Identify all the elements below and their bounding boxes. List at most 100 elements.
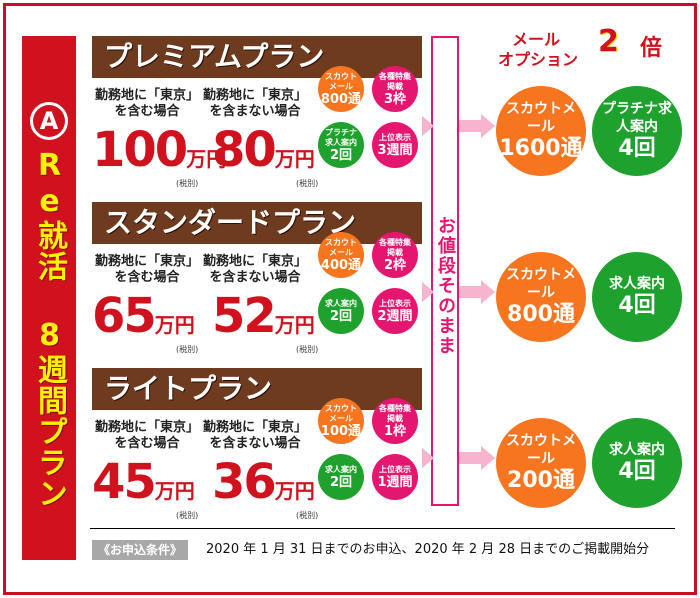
option-value: 4回 bbox=[618, 293, 656, 318]
feature-value: 3週間 bbox=[377, 142, 413, 158]
tax-note: (税別) bbox=[296, 345, 319, 354]
option-circle: 求人案内 4回 bbox=[592, 252, 682, 342]
arrow-icon bbox=[422, 281, 434, 303]
condition-tokyo: 勤務地に「東京」を含む場合 bbox=[94, 254, 199, 285]
feature-circle: 求人案内 2回 bbox=[318, 288, 364, 334]
feature-circle: 上位表示 3週間 bbox=[372, 122, 418, 168]
plan-name: ライトプラン bbox=[92, 368, 422, 410]
price-value: 45 bbox=[92, 454, 157, 510]
badge-a: A bbox=[30, 102, 68, 140]
feature-circle: 各種特集掲載 2枠 bbox=[372, 232, 418, 278]
option-value: 4回 bbox=[618, 136, 656, 161]
option-value: 800通 bbox=[507, 302, 575, 327]
option-title-line2: オプション bbox=[498, 50, 579, 69]
price-unit: 万円 bbox=[154, 313, 195, 337]
condition-tokyo: 勤務地に「東京」を含む場合 bbox=[94, 420, 199, 451]
feature-value: 800通 bbox=[320, 91, 362, 107]
feature-label: プラチナ求人案内 bbox=[325, 127, 357, 147]
option-circle: スカウトメール 200通 bbox=[496, 418, 586, 508]
option-label: プラチナ求人案内 bbox=[602, 101, 672, 135]
tax-note: (税別) bbox=[176, 511, 199, 520]
feature-value: 2回 bbox=[329, 308, 353, 324]
price-tokyo: 45万円 bbox=[92, 454, 195, 510]
arrow-icon bbox=[459, 280, 495, 304]
option-label: 求人案内 bbox=[609, 276, 665, 292]
price-value: 100 bbox=[92, 122, 188, 178]
option-value: 1600通 bbox=[499, 136, 583, 161]
feature-circle: スカウトメール 800通 bbox=[318, 66, 364, 112]
feature-value: 1枠 bbox=[383, 423, 407, 439]
feature-label: 各種特集掲載 bbox=[379, 237, 411, 257]
option-multiplier: 2 bbox=[598, 24, 619, 59]
price-value: 36 bbox=[212, 454, 277, 510]
price-no-tokyo: 80万円 bbox=[212, 122, 315, 178]
option-multiplier-unit: 倍 bbox=[640, 36, 663, 61]
condition-no-tokyo: 勤務地に「東京」を含まない場合 bbox=[202, 254, 307, 285]
feature-circle: スカウトメール 400通 bbox=[318, 232, 364, 278]
arrow-icon bbox=[459, 446, 495, 470]
feature-label: スカウトメール bbox=[325, 403, 357, 423]
price-unit: 万円 bbox=[186, 147, 227, 171]
feature-value: 2枠 bbox=[383, 257, 407, 273]
option-label: スカウトメール bbox=[506, 101, 576, 135]
footer-text: 2020 年 1 月 31 日までのお申込、2020 年 2 月 28 日までの… bbox=[206, 542, 650, 557]
feature-value: 2回 bbox=[329, 147, 353, 163]
arrow-icon bbox=[422, 115, 434, 137]
price-no-tokyo: 36万円 bbox=[212, 454, 315, 510]
feature-label: 上位表示 bbox=[379, 464, 411, 474]
feature-value: 1週間 bbox=[377, 474, 413, 490]
price-no-tokyo: 52万円 bbox=[212, 288, 315, 344]
plan-name: プレミアムプラン bbox=[92, 36, 422, 78]
feature-label: 上位表示 bbox=[379, 298, 411, 308]
price-tokyo: 65万円 bbox=[92, 288, 195, 344]
same-price-box: お値段そのまま bbox=[431, 36, 459, 506]
condition-no-tokyo: 勤務地に「東京」を含まない場合 bbox=[202, 420, 307, 451]
badge-letter: A bbox=[33, 105, 65, 137]
feature-label: スカウトメール bbox=[325, 71, 357, 91]
option-circle: 求人案内 4回 bbox=[592, 418, 682, 508]
sidebar-title: Re就活 8週間プラン bbox=[32, 148, 67, 509]
feature-circle: 求人案内 2回 bbox=[318, 454, 364, 500]
price-unit: 万円 bbox=[154, 479, 195, 503]
feature-circle: プラチナ求人案内 2回 bbox=[318, 122, 364, 168]
feature-circle: 各種特集掲載 3枠 bbox=[372, 66, 418, 112]
condition-no-tokyo: 勤務地に「東京」を含まない場合 bbox=[202, 88, 307, 119]
option-circle: プラチナ求人案内 4回 bbox=[592, 86, 682, 176]
plan-name: スタンダードプラン bbox=[92, 202, 422, 244]
price-value: 52 bbox=[212, 288, 277, 344]
feature-value: 2回 bbox=[329, 474, 353, 490]
same-price-label: お値段そのまま bbox=[435, 216, 456, 356]
footer-label: 《お申込条件》 bbox=[92, 540, 189, 560]
price-unit: 万円 bbox=[274, 479, 315, 503]
feature-label: 各種特集掲載 bbox=[379, 403, 411, 423]
feature-value: 400通 bbox=[320, 257, 362, 273]
price-tokyo: 100万円 bbox=[92, 122, 226, 178]
feature-circle: 各種特集掲載 1枠 bbox=[372, 398, 418, 444]
tax-note: (税別) bbox=[296, 179, 319, 188]
price-unit: 万円 bbox=[274, 147, 315, 171]
option-title-line1: メール bbox=[512, 30, 561, 49]
option-value: 4回 bbox=[618, 459, 656, 484]
tax-note: (税別) bbox=[176, 179, 199, 188]
arrow-icon bbox=[422, 447, 434, 469]
price-unit: 万円 bbox=[274, 313, 315, 337]
feature-label: 求人案内 bbox=[325, 464, 357, 474]
tax-note: (税別) bbox=[176, 345, 199, 354]
price-value: 80 bbox=[212, 122, 277, 178]
option-value: 200通 bbox=[507, 468, 575, 493]
footer-divider bbox=[90, 528, 675, 529]
condition-tokyo: 勤務地に「東京」を含む場合 bbox=[94, 88, 199, 119]
option-circle: スカウトメール 1600通 bbox=[496, 86, 586, 176]
feature-label: 各種特集掲載 bbox=[379, 71, 411, 91]
feature-value: 2週間 bbox=[377, 308, 413, 324]
feature-circle: 上位表示 2週間 bbox=[372, 288, 418, 334]
feature-value: 3枠 bbox=[383, 91, 407, 107]
plan-sidebar: A Re就活 8週間プラン bbox=[22, 36, 76, 560]
arrow-icon bbox=[459, 114, 495, 138]
option-label: 求人案内 bbox=[609, 442, 665, 458]
feature-label: スカウトメール bbox=[325, 237, 357, 257]
option-label: スカウトメール bbox=[506, 267, 576, 301]
tax-note: (税別) bbox=[296, 511, 319, 520]
option-title: メール オプション bbox=[498, 30, 578, 70]
feature-label: 上位表示 bbox=[379, 132, 411, 142]
